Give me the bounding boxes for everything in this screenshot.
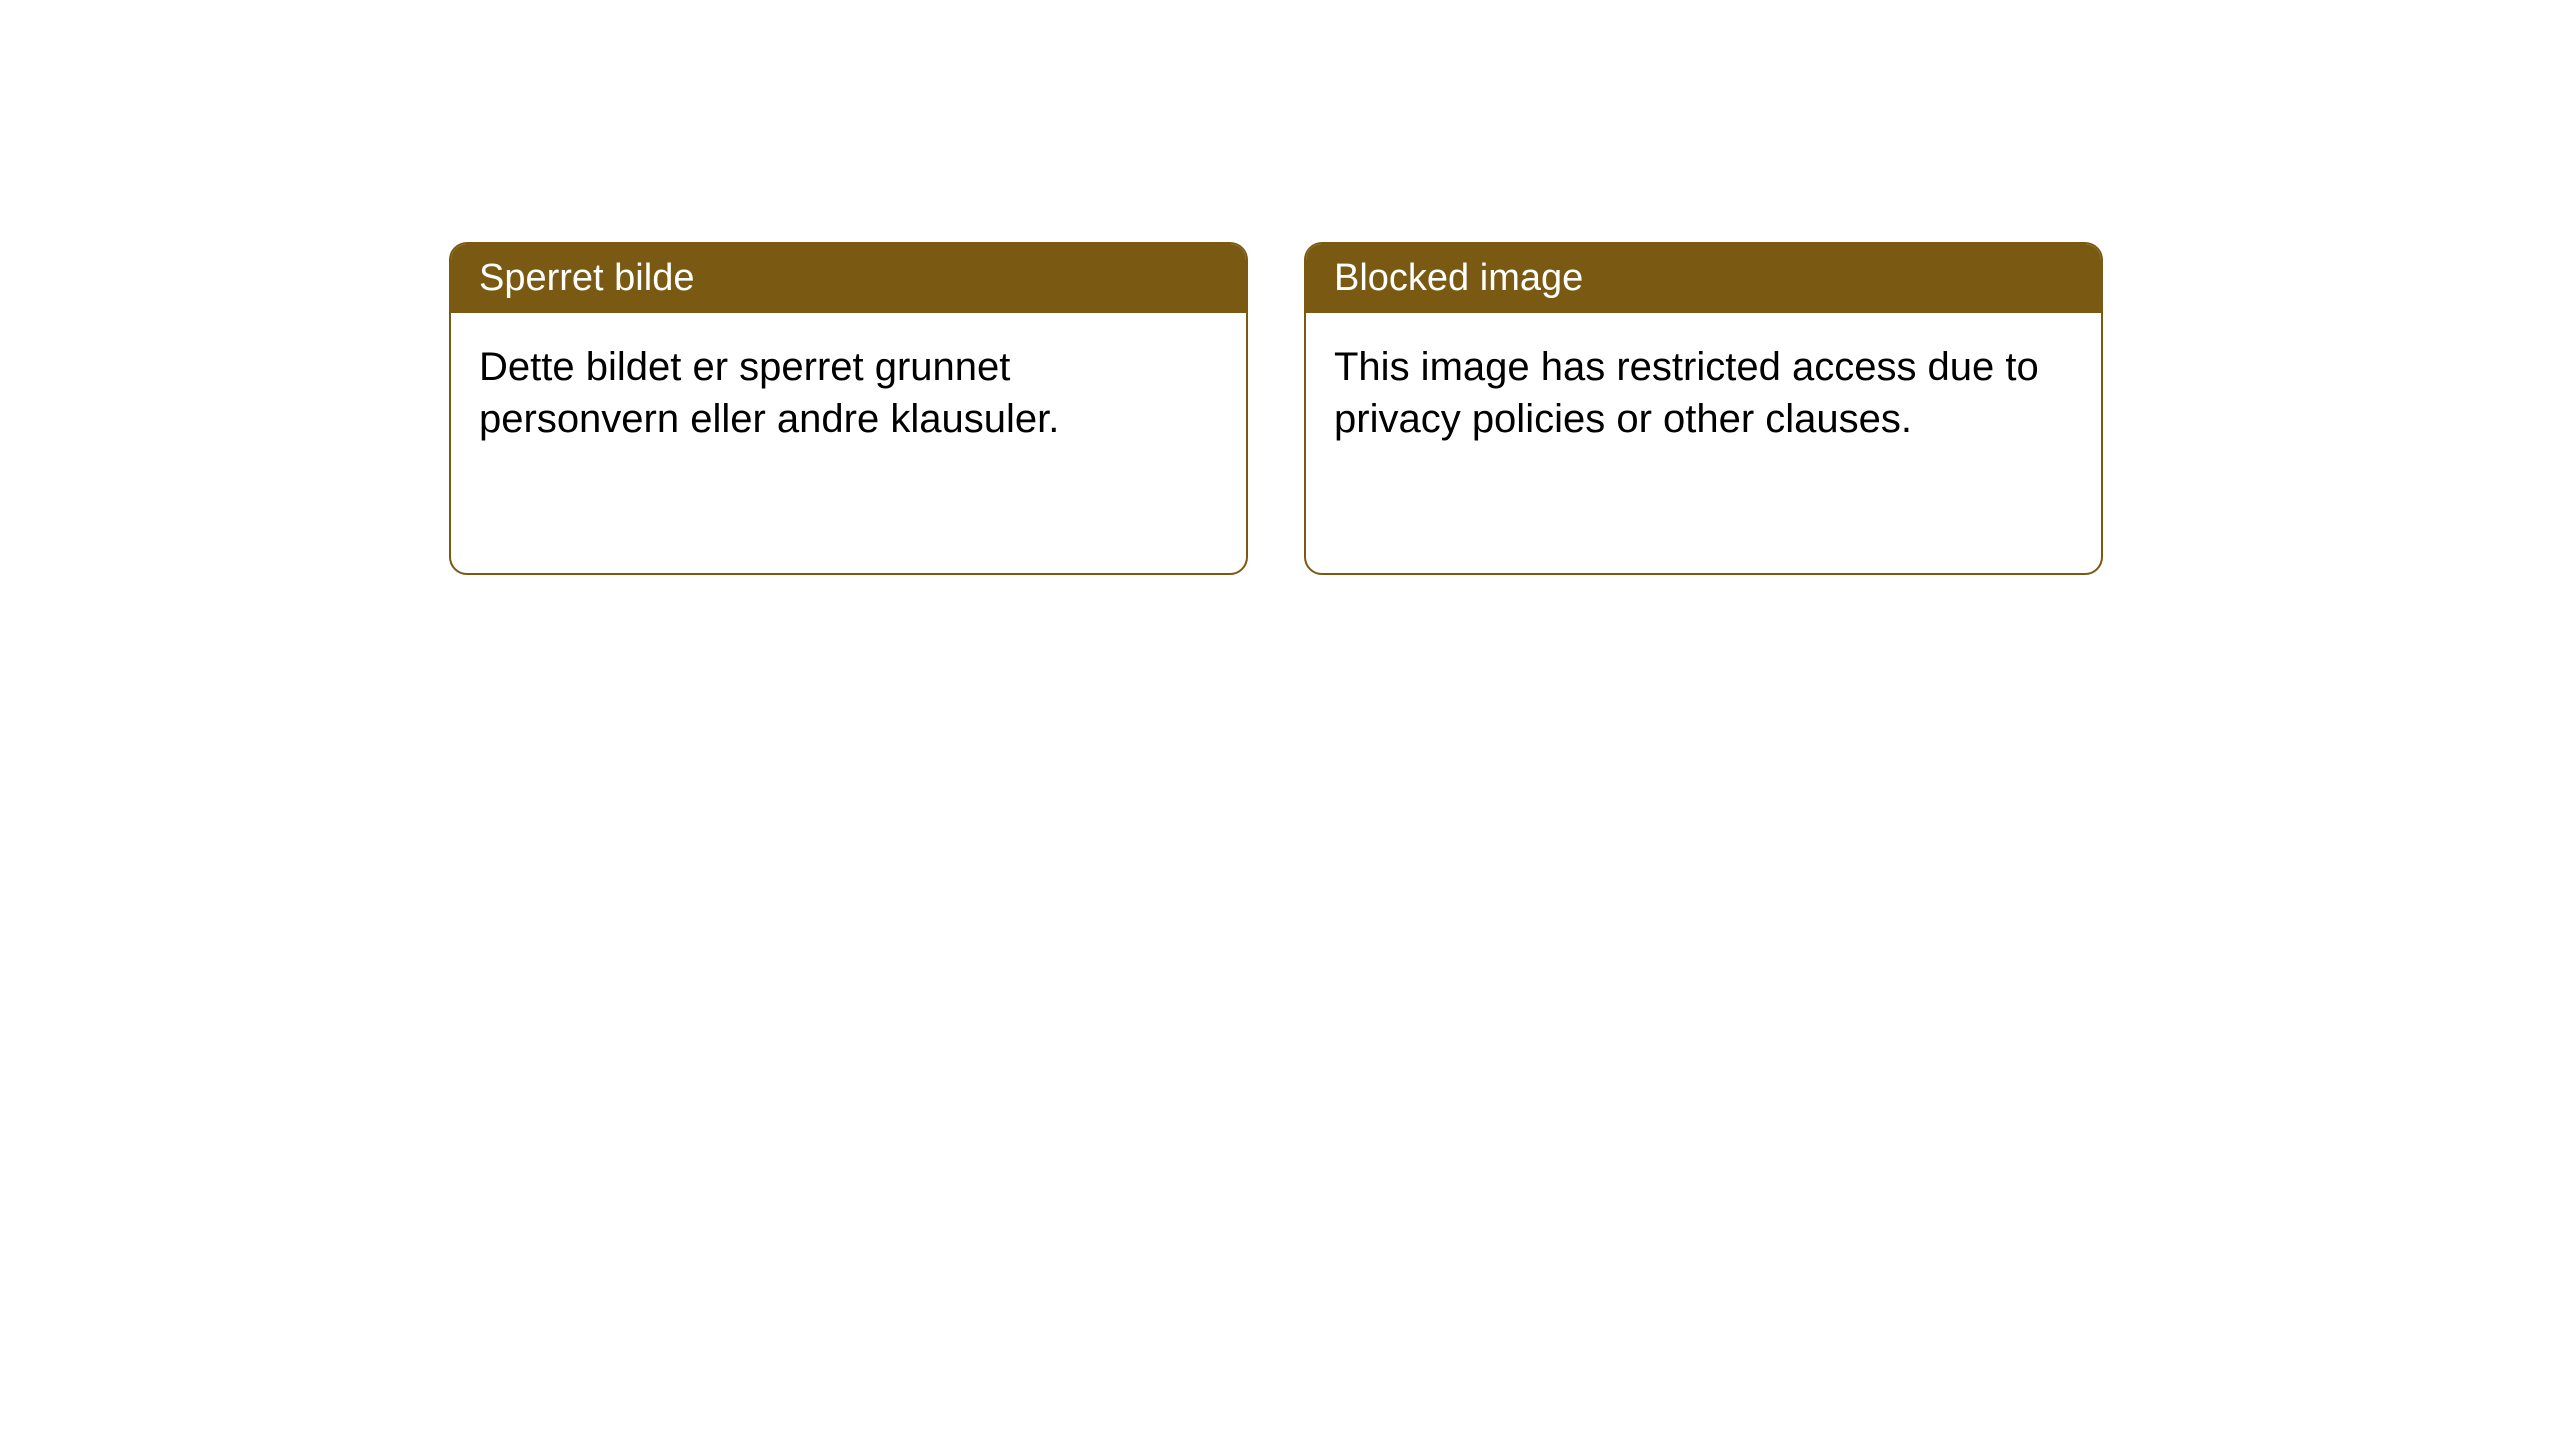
card-header-english: Blocked image [1306, 244, 2101, 313]
card-text-norwegian: Dette bildet er sperret grunnet personve… [479, 345, 1059, 441]
cards-container: Sperret bilde Dette bildet er sperret gr… [449, 242, 2103, 575]
card-english: Blocked image This image has restricted … [1304, 242, 2103, 575]
card-text-english: This image has restricted access due to … [1334, 345, 2039, 441]
card-header-norwegian: Sperret bilde [451, 244, 1246, 313]
card-title-norwegian: Sperret bilde [479, 257, 694, 299]
card-body-norwegian: Dette bildet er sperret grunnet personve… [451, 313, 1246, 473]
card-norwegian: Sperret bilde Dette bildet er sperret gr… [449, 242, 1248, 575]
card-title-english: Blocked image [1334, 257, 1583, 299]
card-body-english: This image has restricted access due to … [1306, 313, 2101, 473]
